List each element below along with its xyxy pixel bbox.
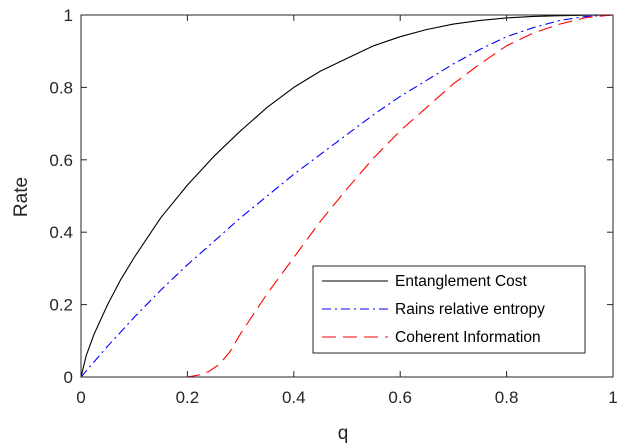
x-tick-label: 0.4 (282, 388, 306, 407)
series-line-0 (80, 14, 614, 378)
legend-label-2: Coherent Information (395, 329, 541, 346)
plot-frame (80, 14, 614, 378)
axis-ticks (80, 14, 614, 378)
x-tick-label: 0 (76, 388, 85, 407)
y-tick-label: 0.8 (49, 78, 73, 97)
plot-lines (80, 14, 614, 378)
y-tick-label: 0.6 (49, 151, 73, 170)
y-tick-label: 1 (64, 6, 73, 25)
legend-label-1: Rains relative entropy (395, 301, 545, 318)
series-line-2 (81, 14, 614, 378)
x-tick-label: 0.8 (495, 388, 519, 407)
x-axis-label: q (338, 423, 349, 443)
x-tick-label: 1 (608, 388, 617, 407)
y-tick-label: 0 (64, 368, 73, 387)
y-axis-label: Rate (11, 177, 32, 217)
legend: Entanglement Cost Rains relative entropy C… (312, 265, 586, 354)
y-tick-label: 0.4 (49, 223, 73, 242)
x-tick-label: 0.2 (176, 388, 200, 407)
tick-labels: 0 0.2 0.4 0.6 0.8 1 0 0.2 0.4 0.6 0.8 1 (49, 6, 617, 407)
x-tick-label: 0.6 (388, 388, 412, 407)
legend-label-0: Entanglement Cost (395, 273, 528, 290)
y-tick-label: 0.2 (49, 296, 73, 315)
